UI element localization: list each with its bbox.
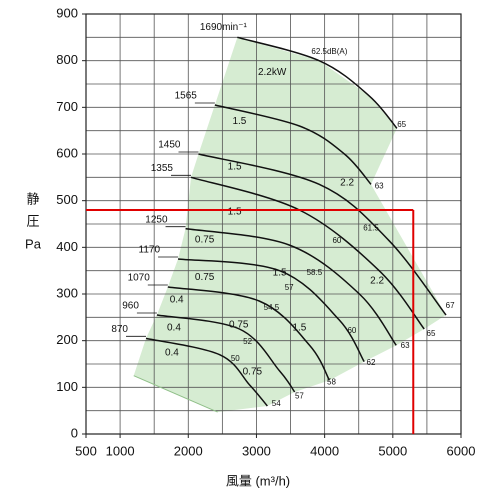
speed-curve — [214, 104, 372, 185]
speed-label: 1250 — [145, 214, 168, 225]
power-label: 0.75 — [195, 272, 215, 283]
plot-frame — [85, 13, 462, 435]
y-tick-label: 900 — [56, 5, 78, 20]
noise-label: 58 — [327, 377, 336, 386]
x-tick-label: 5000 — [378, 443, 407, 458]
power-label: 2.2 — [370, 276, 384, 287]
speed-curve — [167, 286, 331, 381]
noise-label: 58.5 — [307, 268, 323, 277]
power-label: 0.75 — [229, 319, 249, 330]
x-tick-label: 500 — [75, 443, 97, 458]
noise-label: 63 — [401, 341, 410, 350]
y-tick-label: 300 — [56, 285, 78, 300]
x-tick-label: 1000 — [106, 443, 135, 458]
noise-label: 54.5 — [264, 303, 280, 312]
x-tick-label: 4000 — [310, 443, 339, 458]
min-flow-line — [133, 375, 218, 413]
y-tick-label: 600 — [56, 145, 78, 160]
power-label: 2.2kW — [258, 67, 287, 78]
speed-label: 1450 — [158, 140, 181, 151]
power-label: 1.5 — [273, 268, 287, 279]
speed-curve — [177, 258, 365, 363]
noise-label: 57 — [295, 391, 304, 400]
noise-label: 65 — [397, 120, 406, 129]
speed-label: 960 — [122, 301, 139, 312]
noise-label: 60 — [332, 236, 341, 245]
y-tick-label: 200 — [56, 332, 78, 347]
noise-label: 60 — [347, 326, 356, 335]
power-label: 0.75 — [195, 235, 215, 246]
noise-label: 61.5 — [363, 223, 379, 232]
y-tick-label: 400 — [56, 239, 78, 254]
noise-label: 62.5dB(A) — [311, 47, 347, 56]
speed-curve — [156, 314, 296, 393]
noise-label: 63 — [375, 181, 384, 190]
noise-label: 52 — [243, 337, 252, 346]
noise-label: 65 — [427, 329, 436, 338]
speed-curve — [145, 337, 268, 407]
speed-label: 1565 — [175, 91, 198, 102]
power-label: 0.4 — [167, 323, 181, 334]
x-tick-label: 2000 — [174, 443, 203, 458]
speed-label: 1690min⁻¹ — [200, 22, 248, 33]
power-label: 1.5 — [228, 162, 242, 173]
y-axis-label: 圧 — [26, 213, 39, 228]
power-label: 1.5 — [292, 323, 306, 334]
noise-label: 62 — [367, 358, 376, 367]
y-axis-label: 静 — [26, 191, 39, 206]
y-tick-label: 700 — [56, 99, 78, 114]
speed-label: 1070 — [128, 273, 151, 284]
speed-label: 1170 — [139, 245, 161, 256]
speed-curve — [190, 176, 425, 330]
power-label: 1.5 — [232, 116, 246, 127]
speed-curve — [237, 36, 398, 129]
speed-label: 1355 — [151, 163, 174, 174]
speed-curve — [185, 227, 397, 346]
noise-label: 67 — [446, 301, 455, 310]
noise-label: 50 — [231, 354, 240, 363]
speed-curve — [198, 153, 447, 316]
power-label: 0.4 — [170, 295, 184, 306]
power-label: 2.2 — [340, 178, 354, 189]
y-axis-label: Pa — [25, 236, 42, 251]
y-tick-label: 100 — [56, 379, 78, 394]
speed-label: 870 — [111, 324, 128, 335]
noise-label: 57 — [285, 283, 294, 292]
power-label: 1.5 — [228, 207, 242, 218]
y-tick-label: 0 — [71, 425, 78, 440]
noise-label: 54 — [272, 399, 281, 408]
x-axis-label: 風量 (m³/h) — [226, 473, 290, 488]
y-tick-label: 500 — [56, 192, 78, 207]
power-label: 0.75 — [243, 367, 263, 378]
x-tick-label: 3000 — [242, 443, 271, 458]
x-tick-label: 6000 — [447, 443, 476, 458]
power-label: 0.4 — [165, 347, 179, 358]
y-tick-label: 800 — [56, 52, 78, 67]
